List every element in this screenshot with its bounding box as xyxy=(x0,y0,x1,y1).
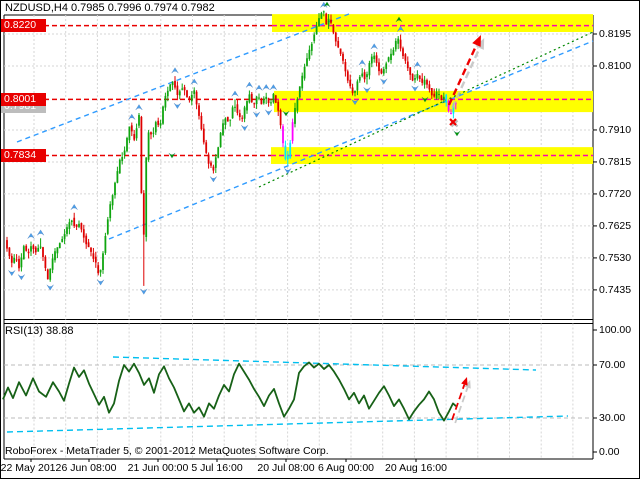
price-tick-label: 0.7815 xyxy=(599,155,632,168)
rsi-indicator-label: RSI(13) 38.88 xyxy=(5,325,74,337)
time-axis-label: 20 Jul 08:00 xyxy=(257,462,315,474)
rsi-tick-label: 30.00 xyxy=(599,412,626,424)
rsi-tick-label: 100.00 xyxy=(599,324,632,336)
green-arrow-markers xyxy=(168,1,461,159)
rsi-tick-label: 0.00 xyxy=(599,446,620,458)
price-tick-label: 0.7435 xyxy=(599,283,632,296)
forecast-annotations xyxy=(447,35,485,424)
time-axis-label: 6 Aug 00:00 xyxy=(317,462,375,474)
fractal-arrows xyxy=(8,1,422,295)
rsi-tick-label: 70.00 xyxy=(599,359,626,371)
level-lines xyxy=(4,24,593,157)
time-axis-label: 5 Jul 16:00 xyxy=(191,462,243,474)
price-tick-label: 0.7720 xyxy=(599,187,632,200)
trend-lines xyxy=(16,13,594,240)
level-price-badge: 0.7834 xyxy=(1,149,46,163)
level-price-badge: 0.8220 xyxy=(1,19,46,33)
candles-layer xyxy=(6,10,457,286)
time-axis-label: 21 Jun 00:00 xyxy=(127,462,189,474)
axis-ticks xyxy=(30,33,597,462)
time-axis-label: 6 Jun 08:00 xyxy=(61,462,117,474)
time-axis-label: 22 May 2012 xyxy=(0,462,62,474)
price-tick-label: 0.7625 xyxy=(599,219,632,232)
chart-title-ohlc: NZDUSD,H4 0.7985 0.7996 0.7974 0.7982 xyxy=(5,2,215,14)
level-price-badge: 0.8001 xyxy=(1,92,46,106)
price-tick-label: 0.7530 xyxy=(599,251,632,264)
price-tick-label: 0.8195 xyxy=(599,28,632,40)
price-tick-label: 0.7910 xyxy=(599,123,632,136)
copyright-text: RoboForex - MetaTrader 5, © 2001-2012 Me… xyxy=(5,445,329,457)
price-tick-label: 0.8100 xyxy=(599,59,632,72)
time-axis-label: 20 Aug 16:00 xyxy=(385,462,447,474)
gridlines xyxy=(4,15,593,459)
rsi-trend-lines xyxy=(6,356,569,433)
rsi-line xyxy=(2,361,457,422)
